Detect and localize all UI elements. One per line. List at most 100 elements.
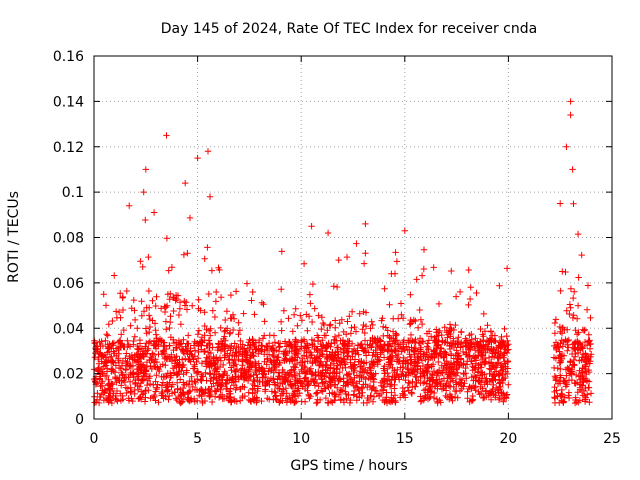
data-point — [177, 392, 184, 399]
data-point — [557, 328, 564, 335]
data-point — [553, 387, 560, 394]
data-point — [261, 388, 269, 395]
data-point — [378, 317, 385, 324]
data-point — [337, 396, 344, 403]
data-point — [572, 380, 579, 387]
data-point — [485, 343, 492, 350]
data-point — [328, 340, 335, 347]
data-point — [176, 299, 184, 306]
data-point — [372, 370, 379, 377]
data-point — [384, 327, 391, 334]
data-point — [142, 216, 149, 224]
data-point — [239, 392, 246, 400]
data-point — [479, 344, 486, 352]
data-point — [332, 317, 339, 324]
data-point — [336, 358, 343, 365]
data-point — [194, 331, 202, 338]
data-point — [392, 249, 399, 256]
data-point — [403, 343, 410, 350]
data-point — [385, 342, 393, 350]
y-tick-label: 0.08 — [53, 231, 84, 247]
data-point — [324, 364, 332, 371]
data-point — [183, 306, 191, 313]
data-point — [435, 337, 442, 345]
data-point — [176, 305, 184, 312]
data-point — [418, 370, 426, 377]
data-point — [404, 384, 411, 391]
data-point — [172, 357, 179, 364]
data-point — [562, 338, 570, 345]
data-point — [151, 391, 158, 399]
data-point — [480, 394, 488, 401]
data-point — [97, 350, 104, 357]
data-point — [245, 389, 252, 396]
data-point — [119, 371, 126, 378]
data-point — [576, 381, 583, 388]
data-point — [383, 399, 391, 407]
data-point — [198, 346, 205, 353]
data-point — [391, 385, 398, 392]
data-point — [327, 353, 335, 360]
data-point — [442, 383, 449, 390]
data-point — [480, 310, 487, 318]
data-point — [119, 357, 127, 365]
data-point — [312, 390, 320, 397]
data-point — [229, 326, 237, 334]
data-point — [331, 381, 338, 388]
data-point — [437, 399, 444, 406]
x-tick-label: 0 — [90, 431, 99, 447]
data-point — [353, 240, 360, 247]
data-point — [418, 272, 426, 279]
data-point — [387, 355, 394, 362]
data-point — [205, 386, 212, 393]
data-point — [344, 337, 352, 345]
data-point — [329, 389, 336, 396]
data-point — [420, 246, 428, 253]
data-point — [278, 248, 285, 255]
data-point — [251, 311, 258, 318]
data-point — [398, 311, 405, 318]
data-point — [227, 385, 234, 392]
data-point — [185, 394, 192, 401]
data-point — [145, 253, 152, 261]
data-point — [312, 359, 319, 366]
data-point — [224, 376, 232, 383]
data-point — [478, 346, 485, 353]
data-point — [561, 394, 568, 401]
data-point — [399, 384, 406, 392]
data-point — [194, 154, 201, 162]
data-point — [564, 364, 571, 372]
data-point — [422, 355, 429, 363]
data-point — [334, 384, 341, 392]
data-point — [491, 371, 498, 378]
data-point — [571, 362, 578, 369]
data-point — [482, 349, 489, 356]
data-point — [319, 388, 326, 395]
data-point — [407, 320, 414, 327]
data-point — [277, 397, 284, 404]
data-point — [432, 347, 439, 355]
data-point — [567, 285, 575, 292]
data-point — [504, 337, 511, 345]
data-point — [504, 358, 511, 366]
data-point — [322, 369, 330, 376]
data-point — [207, 325, 214, 332]
data-point — [355, 386, 362, 393]
data-point — [439, 369, 446, 377]
data-point — [286, 393, 293, 401]
data-point — [268, 358, 275, 366]
data-point — [270, 353, 277, 360]
data-point — [484, 322, 491, 329]
data-point — [101, 351, 109, 358]
data-point — [311, 376, 319, 383]
data-point — [208, 398, 216, 406]
data-point — [189, 302, 196, 309]
x-tick-label: 25 — [603, 431, 621, 447]
data-point — [167, 334, 175, 341]
data-point — [186, 387, 194, 395]
data-point — [113, 352, 120, 359]
data-point — [392, 330, 400, 337]
data-point — [163, 387, 171, 394]
data-point — [199, 373, 207, 380]
